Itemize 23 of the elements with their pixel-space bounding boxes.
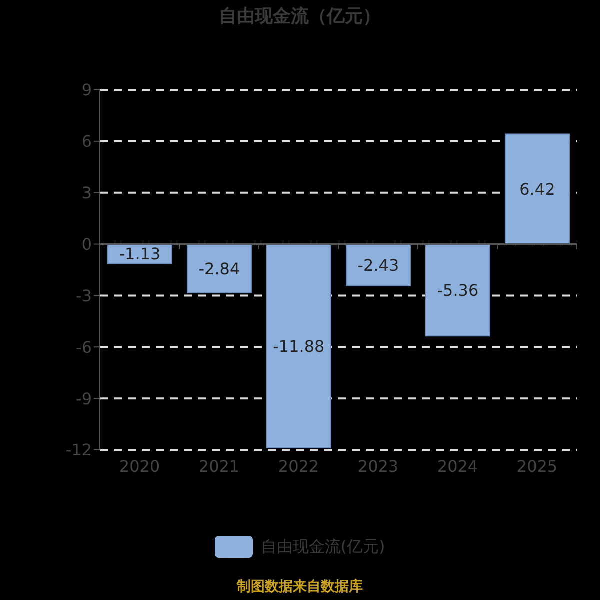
data-label: -5.36 (437, 280, 479, 300)
y-tick-label: -6 (76, 338, 92, 357)
data-label: -11.88 (273, 336, 325, 356)
x-tick-label: 2023 (358, 457, 399, 476)
y-tick-label: -3 (76, 286, 92, 306)
data-label: -2.43 (358, 256, 400, 275)
y-tick-label: 3 (82, 184, 92, 203)
data-label: 6.42 (520, 180, 556, 199)
text: 制图数据来自数据库 (236, 578, 364, 596)
x-tick-label: 2021 (198, 457, 240, 476)
y-tick-label: -9 (76, 389, 92, 408)
x-tick-label: 2025 (516, 457, 558, 476)
legend-label: 自由现金流(亿元) (260, 536, 386, 558)
x-tick-label: 2024 (437, 457, 478, 476)
data-label: -1.13 (119, 244, 161, 264)
y-tick-label: 0 (82, 234, 92, 254)
x-tick-label: 2020 (119, 457, 160, 476)
x-tick-label: 2022 (278, 457, 320, 476)
y-tick-label: 9 (82, 80, 92, 100)
y-tick-label: 6 (82, 132, 92, 152)
data-label: -2.84 (198, 259, 240, 278)
chart-title: 自由现金流（亿元） (218, 5, 382, 28)
y-tick-label: -12 (66, 440, 92, 460)
